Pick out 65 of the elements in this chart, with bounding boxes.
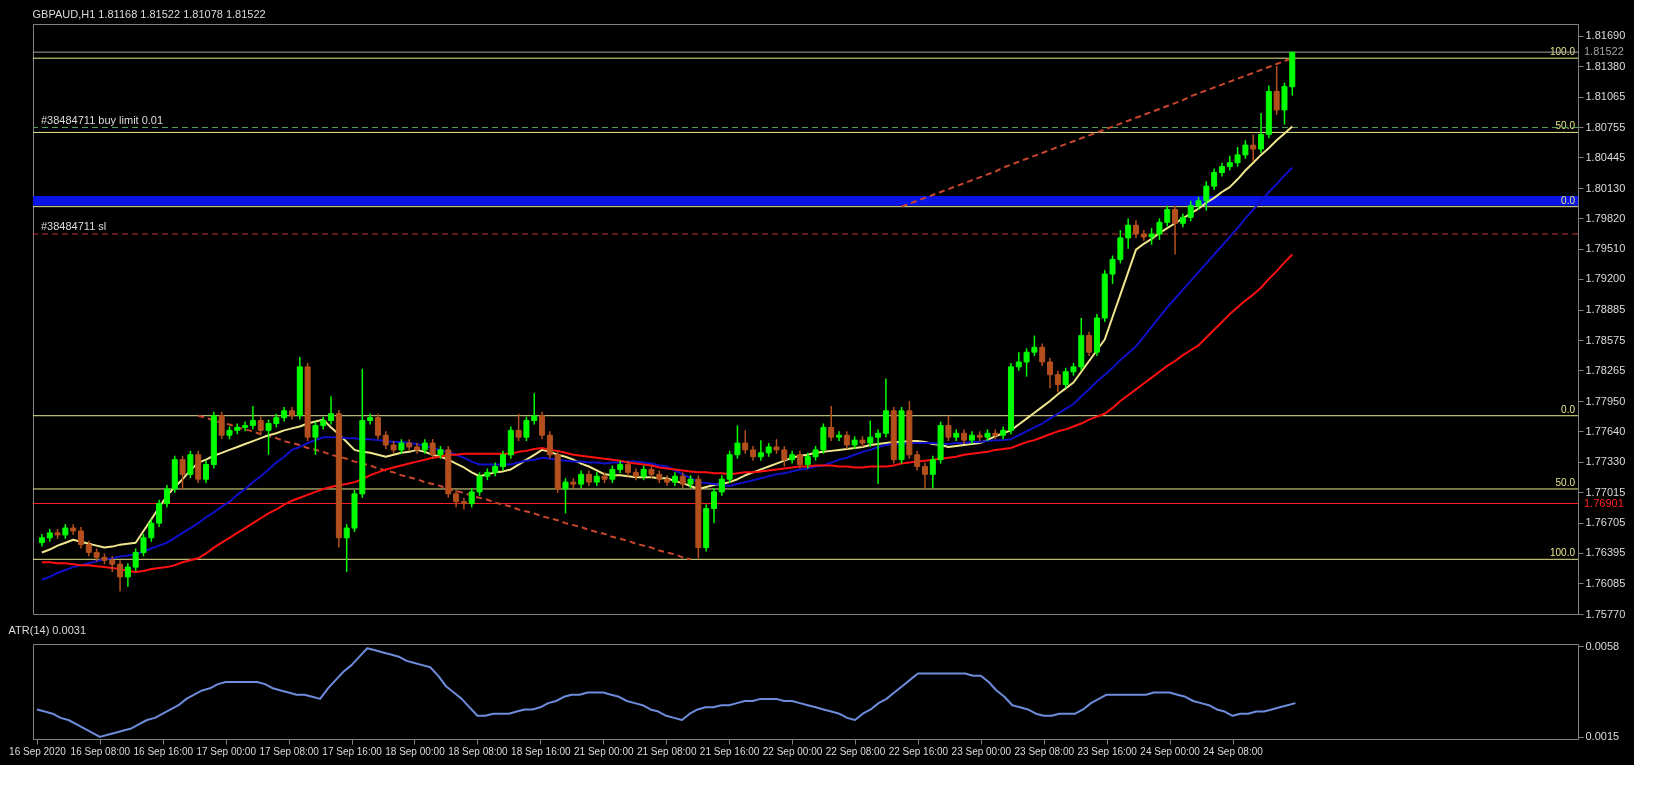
- candlestick: [898, 406, 905, 465]
- candlestick: [187, 450, 194, 479]
- ref-line-label: 1.81522: [1584, 45, 1624, 58]
- y-tick-label: 1.75770: [1585, 607, 1626, 620]
- y-tick-label: 1.76705: [1585, 516, 1626, 529]
- line-series: [35, 647, 1297, 738]
- y-tick-label: 1.77640: [1585, 424, 1626, 437]
- ref-line-label: #38484711 sl: [41, 220, 107, 233]
- x-tick-label: 17 Sep 16:00: [322, 745, 383, 757]
- candlestick: [218, 411, 225, 440]
- y-tick-label: 1.79510: [1585, 242, 1626, 255]
- candlestick: [179, 455, 186, 490]
- y-tick-label: 1.80445: [1585, 150, 1626, 163]
- x-tick-label: 24 Sep 08:00: [1203, 745, 1264, 757]
- annotation: 50.0: [1555, 120, 1576, 132]
- annotation: 0.0: [1561, 403, 1576, 415]
- y-tick-label: 0.0058: [1585, 639, 1620, 652]
- annotation: 100.0: [1549, 547, 1576, 559]
- chart-title: ATR(14) 0.0031: [8, 624, 87, 637]
- x-tick-label: 16 Sep 16:00: [133, 745, 194, 757]
- y-tick-label: 1.78575: [1585, 333, 1626, 346]
- x-tick-label: 21 Sep 00:00: [574, 745, 634, 757]
- x-tick-label: 23 Sep 16:00: [1077, 745, 1138, 757]
- x-tick-label: 16 Sep 2020: [9, 745, 67, 757]
- ref-line-label: 1.76901: [1584, 496, 1624, 509]
- x-tick-label: 22 Sep 16:00: [888, 745, 949, 757]
- y-tick-label: 1.81380: [1585, 59, 1626, 72]
- x-tick-label: 22 Sep 08:00: [825, 745, 886, 757]
- y-tick-label: 1.76395: [1585, 546, 1626, 559]
- y-tick-label: 1.79820: [1585, 211, 1626, 224]
- y-tick-label: 0.0015: [1585, 730, 1620, 743]
- x-tick-label: 23 Sep 08:00: [1014, 745, 1075, 757]
- x-tick-label: 24 Sep 00:00: [1140, 745, 1201, 757]
- y-tick-label: 1.76085: [1585, 576, 1626, 589]
- y-tick-label: 1.78885: [1585, 303, 1626, 316]
- y-tick-label: 1.78265: [1585, 363, 1626, 376]
- y-tick-label: 1.80755: [1585, 120, 1626, 133]
- x-tick-label: 21 Sep 08:00: [636, 745, 697, 757]
- y-tick-label: 1.79200: [1585, 272, 1626, 285]
- chart-title: GBPAUD,H1 1.81168 1.81522 1.81078 1.81522: [32, 8, 266, 20]
- x-tick-label: 17 Sep 08:00: [259, 745, 320, 757]
- y-tick-label: 1.81065: [1585, 90, 1626, 103]
- x-tick-label: 23 Sep 00:00: [951, 745, 1012, 757]
- annotation: 0.0: [1561, 194, 1576, 206]
- ref-line-label: #38484711 buy limit 0.01: [41, 113, 164, 126]
- candlestick: [695, 474, 702, 560]
- x-tick-label: 18 Sep 00:00: [385, 745, 446, 757]
- y-tick-label: 1.77015: [1585, 485, 1626, 498]
- annotation: 100.0: [1549, 46, 1576, 58]
- y-tick-label: 1.77950: [1585, 394, 1626, 407]
- candlestick: [515, 413, 522, 442]
- annotation: 50.0: [1555, 476, 1576, 488]
- y-tick-label: 1.80130: [1585, 181, 1626, 194]
- candlestick: [562, 477, 569, 515]
- x-tick-label: 18 Sep 16:00: [511, 745, 572, 757]
- candlestick: [304, 362, 311, 442]
- y-tick-label: 1.77330: [1585, 455, 1626, 468]
- y-tick-label: 1.81690: [1585, 29, 1626, 42]
- x-tick-label: 16 Sep 08:00: [70, 745, 131, 757]
- x-tick-label: 22 Sep 00:00: [762, 745, 823, 757]
- x-tick-label: 21 Sep 16:00: [699, 745, 760, 757]
- candlestick: [945, 414, 952, 442]
- line-series: [197, 414, 692, 561]
- x-tick-label: 17 Sep 00:00: [196, 745, 257, 757]
- x-tick-label: 18 Sep 08:00: [448, 745, 509, 757]
